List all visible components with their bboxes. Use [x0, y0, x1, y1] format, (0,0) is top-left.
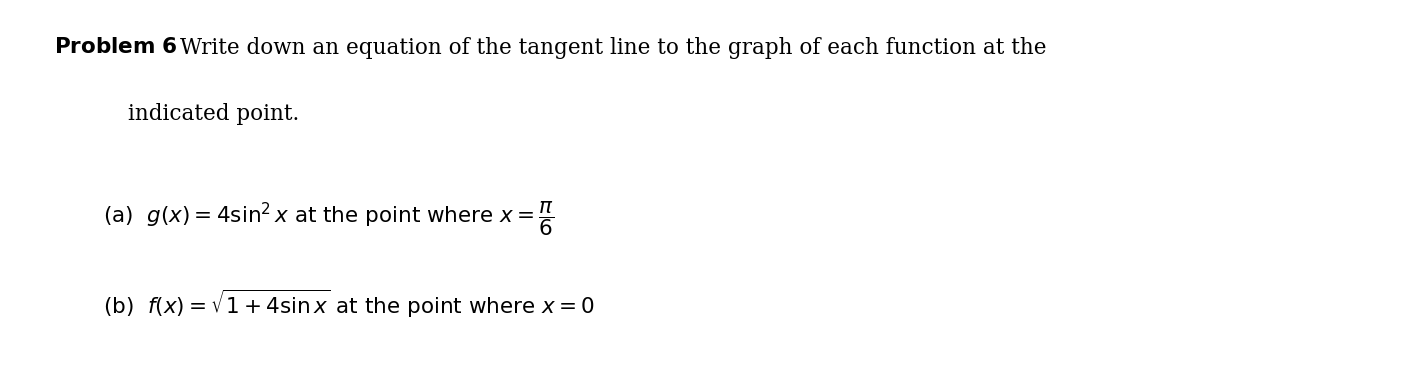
Text: (b)  $f(x) = \sqrt{1 + 4\sin x}$ at the point where $x = 0$: (b) $f(x) = \sqrt{1 + 4\sin x}$ at the p… — [103, 288, 595, 320]
Text: indicated point.: indicated point. — [128, 103, 299, 125]
Text: (a)  $g(x) = 4\sin^2 x$ at the point where $x = \dfrac{\pi}{6}$: (a) $g(x) = 4\sin^2 x$ at the point wher… — [103, 199, 555, 238]
Text: Write down an equation of the tangent line to the graph of each function at the: Write down an equation of the tangent li… — [180, 37, 1047, 59]
Text: $\mathbf{Problem\ 6}$: $\mathbf{Problem\ 6}$ — [54, 37, 178, 57]
